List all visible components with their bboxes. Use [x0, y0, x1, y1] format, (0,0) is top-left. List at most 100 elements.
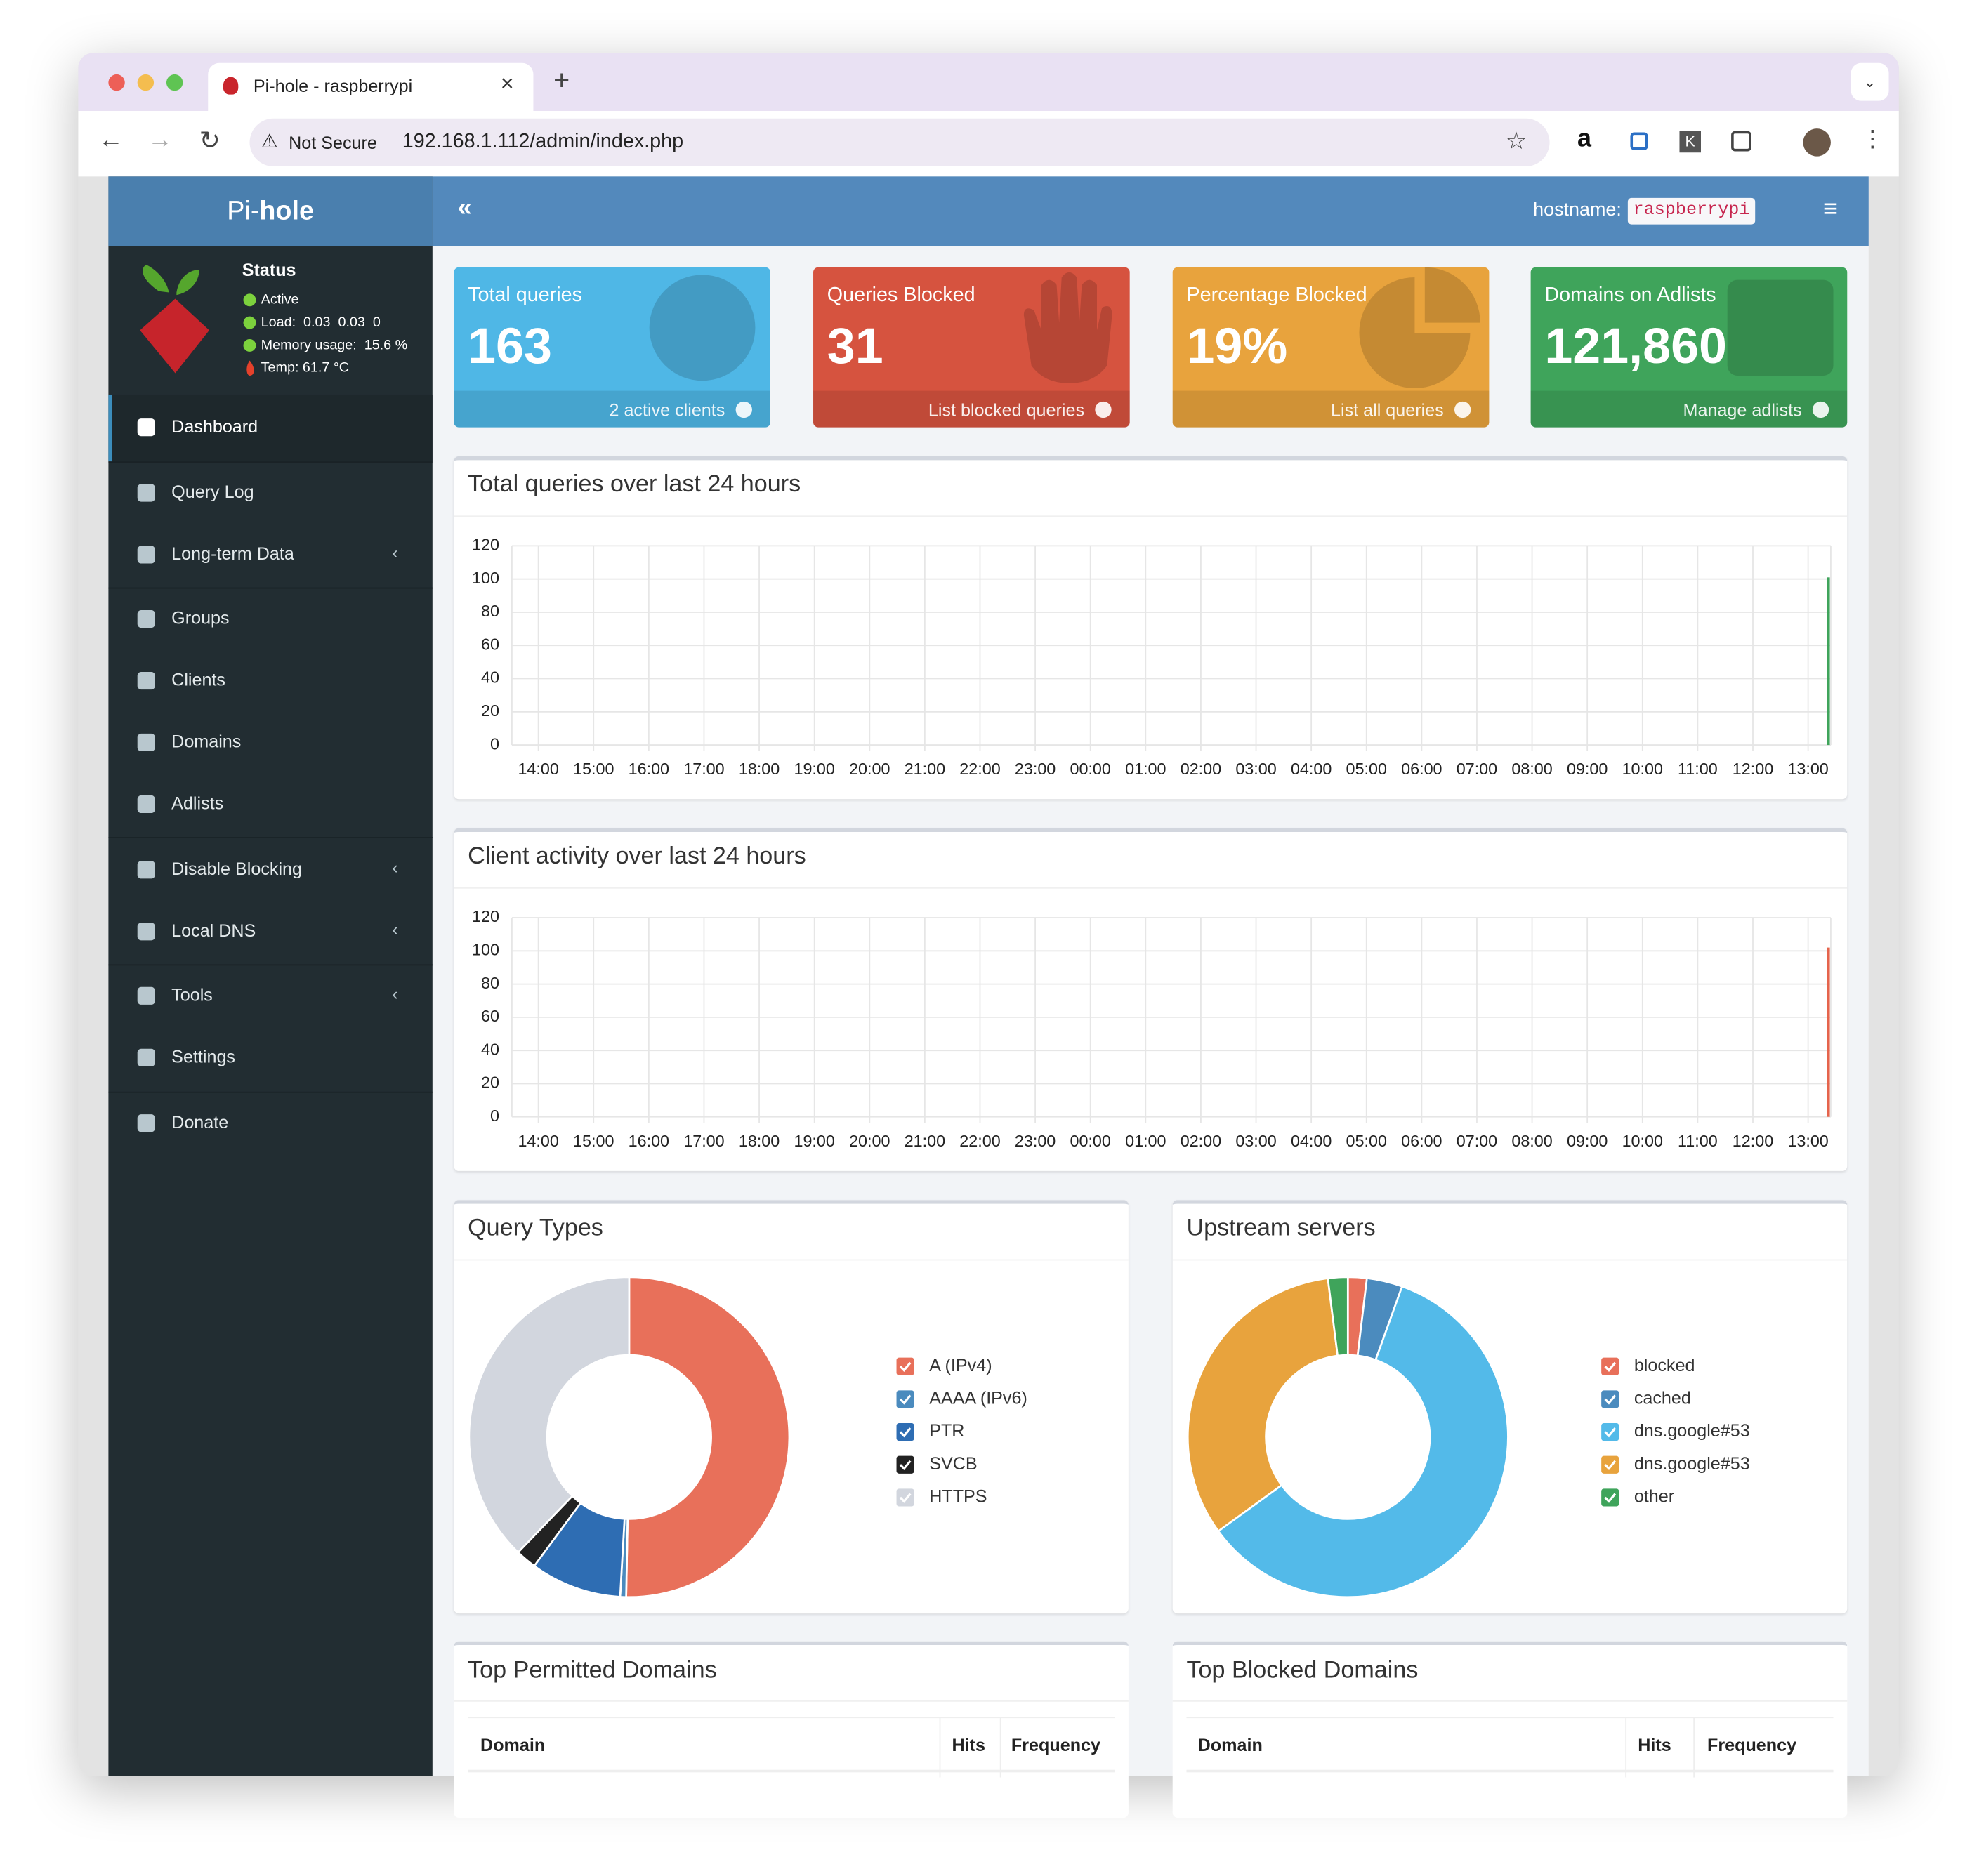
menu-item[interactable]: Long-term Data: [171, 543, 294, 564]
legend-check: [1604, 1460, 1617, 1471]
status-active: Active: [261, 292, 299, 308]
menu-icon: [137, 1048, 155, 1066]
menu-item[interactable]: Tools: [171, 984, 213, 1005]
menu-icon: [137, 733, 155, 752]
x-tick-label: 15:00: [573, 760, 614, 778]
stat-card-value: 19%: [1186, 319, 1288, 375]
tab[interactable]: Pi-hole - raspberrypi ×: [208, 62, 534, 111]
maximize-button[interactable]: [166, 74, 183, 91]
menu-item[interactable]: Groups: [171, 607, 230, 628]
stat-card-value: 31: [827, 319, 883, 375]
stat-card-footer[interactable]: [1172, 390, 1490, 428]
x-tick-label: 03:00: [1235, 1132, 1276, 1150]
x-tick-label: 07:00: [1457, 1132, 1497, 1150]
brand-prefix: Pi-: [227, 197, 260, 226]
x-tick-label: 05:00: [1346, 760, 1387, 778]
column-header: Hits: [1638, 1734, 1671, 1755]
card-icon: [649, 275, 756, 381]
y-tick-label: 100: [472, 941, 499, 959]
menu-icon: [137, 795, 155, 814]
column-separator: [999, 1717, 1001, 1778]
x-tick-label: 04:00: [1291, 760, 1332, 778]
x-tick-label: 07:00: [1457, 760, 1497, 778]
reload-button[interactable]: ↻: [199, 127, 221, 155]
bookmark-star[interactable]: ☆: [1505, 128, 1527, 155]
link-icon: [1095, 401, 1112, 418]
menu-separator: [108, 964, 433, 966]
card-icon: [1023, 272, 1112, 383]
box-title: Query Types: [468, 1215, 603, 1242]
profile-avatar[interactable]: [1803, 128, 1831, 157]
y-tick-label: 120: [472, 907, 499, 925]
close-button[interactable]: [108, 74, 125, 91]
menu-item[interactable]: Donate: [171, 1111, 229, 1132]
forward-button[interactable]: →: [147, 126, 173, 154]
x-tick-label: 00:00: [1070, 1132, 1111, 1150]
card-icon: [1424, 267, 1480, 323]
x-tick-label: 22:00: [959, 1132, 1000, 1150]
x-tick-label: 01:00: [1125, 760, 1166, 778]
x-tick-label: 12:00: [1733, 760, 1773, 778]
y-tick-label: 100: [472, 569, 499, 587]
x-tick-label: 00:00: [1070, 760, 1111, 778]
x-tick-label: 08:00: [1511, 760, 1552, 778]
legend-label: dns.google#53: [1634, 1454, 1750, 1474]
stat-card-footer[interactable]: [454, 390, 770, 428]
new-tab[interactable]: +: [553, 64, 570, 96]
menu-item[interactable]: Dashboard: [171, 416, 258, 437]
back-button[interactable]: ←: [98, 126, 124, 154]
tab-close[interactable]: ×: [500, 70, 514, 96]
link-icon: [1454, 401, 1471, 418]
browser-menu[interactable]: ⋮: [1861, 126, 1884, 152]
control-sidebar-toggle[interactable]: ≡: [1823, 195, 1839, 223]
box: [1172, 1641, 1848, 1818]
menu-item[interactable]: Query Log: [171, 481, 254, 502]
warning-icon: ⚠: [261, 131, 278, 153]
extensions-button[interactable]: [1731, 131, 1751, 152]
stat-card: [1530, 267, 1848, 428]
y-tick-label: 20: [481, 1074, 499, 1092]
brand[interactable]: Pi-hole: [108, 176, 433, 246]
stat-card-footer[interactable]: [1530, 390, 1848, 428]
stat-card-footer[interactable]: [813, 390, 1130, 428]
extension-icon[interactable]: K: [1679, 131, 1701, 153]
menu-item[interactable]: Disable Blocking: [171, 858, 302, 879]
column-header: Domain: [480, 1734, 546, 1755]
address-bar[interactable]: ⚠ Not Secure 192.168.1.112/admin/index.p…: [249, 118, 1550, 166]
minimize-button[interactable]: [137, 74, 155, 91]
x-tick-label: 15:00: [573, 1132, 614, 1150]
stat-card-link[interactable]: Manage adlists: [1683, 399, 1802, 420]
box-title: Client activity over last 24 hours: [468, 843, 806, 870]
menu-separator: [108, 837, 433, 838]
x-tick-label: 10:00: [1622, 760, 1663, 778]
menu-item[interactable]: Clients: [171, 669, 226, 690]
legend-swatch: [896, 1455, 914, 1474]
menu-item[interactable]: Domains: [171, 731, 242, 752]
x-tick-label: 22:00: [959, 760, 1000, 778]
extension-icon[interactable]: a: [1577, 124, 1592, 153]
x-tick-label: 14:00: [518, 760, 558, 778]
tab-search[interactable]: ⌄: [1851, 62, 1889, 101]
url: 192.168.1.112/admin/index.php: [402, 131, 684, 153]
stat-card-link[interactable]: 2 active clients: [609, 399, 725, 420]
status-dot: [243, 338, 256, 352]
stat-card-link[interactable]: List blocked queries: [928, 399, 1085, 420]
status-memory: Memory usage: 15.6 %: [261, 338, 408, 353]
menu-item[interactable]: Adlists: [171, 793, 224, 814]
x-tick-label: 04:00: [1291, 1132, 1332, 1150]
column-separator: [1625, 1717, 1627, 1778]
legend-check: [1604, 1427, 1617, 1438]
stat-card-link[interactable]: List all queries: [1331, 399, 1444, 420]
slice: [625, 1276, 790, 1599]
menu-item[interactable]: Local DNS: [171, 920, 256, 941]
legend-label: other: [1634, 1487, 1674, 1507]
legend-swatch: [1601, 1357, 1619, 1375]
table-header: [1186, 1717, 1834, 1773]
y-tick-label: 60: [481, 1007, 499, 1025]
extension-icon[interactable]: [1630, 132, 1648, 150]
menu-item[interactable]: Settings: [171, 1046, 236, 1066]
sidebar-toggle[interactable]: «: [457, 194, 472, 222]
card-icon: [1359, 277, 1471, 388]
